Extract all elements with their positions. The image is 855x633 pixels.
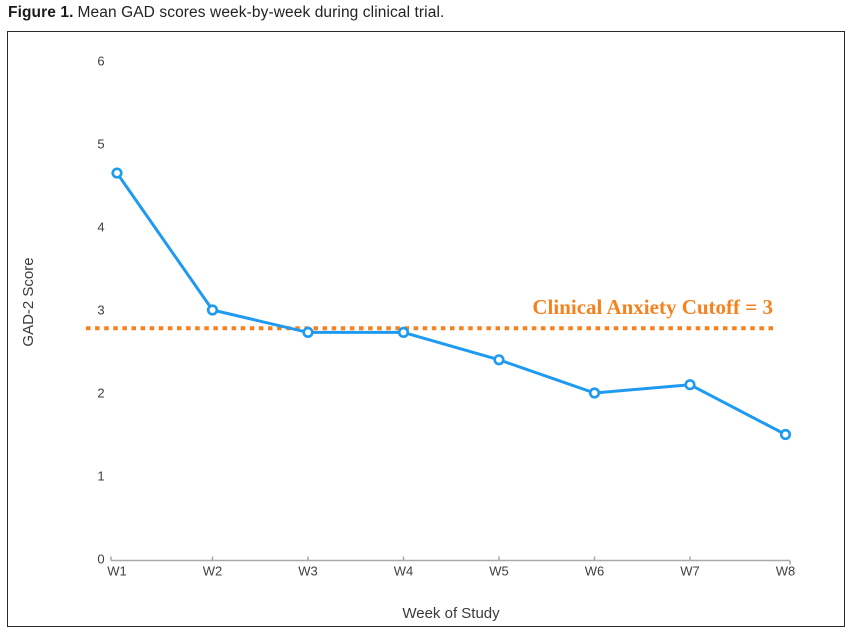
data-point-W2: [206, 304, 219, 316]
x-tick-label-W8: W8: [776, 564, 796, 579]
chart-container: 0 1 2 3 4 5 6 W1 W2 W3 W4 W5 W6 W7 W8 GAD-2 Score Week o…: [7, 31, 845, 627]
cutoff-label: Clinical Anxiety Cutoff = 3: [532, 295, 773, 319]
data-point-W5: [493, 354, 505, 366]
y-tick-label-5: 5: [97, 137, 104, 152]
x-axis-title: Week of Study: [402, 605, 500, 622]
data-point-W8: [779, 428, 792, 441]
figure-caption-label: Figure 1.: [8, 4, 74, 21]
gad-line-chart: 0 1 2 3 4 5 6 W1 W2 W3 W4 W5 W6 W7 W8 GAD-2 Score Week o…: [20, 54, 796, 623]
y-tick-label-1: 1: [97, 469, 104, 484]
data-point-W1: [111, 167, 123, 179]
x-tick-label-W1: W1: [107, 564, 127, 579]
figure-caption-text: Mean GAD scores week-by-week during clin…: [77, 4, 445, 21]
y-tick-label-2: 2: [97, 386, 104, 401]
x-tick-label-W7: W7: [680, 564, 700, 579]
y-tick-label-0: 0: [97, 552, 104, 567]
data-point-W4: [397, 326, 410, 339]
x-tick-label-W6: W6: [585, 564, 605, 579]
data-point-W6: [588, 387, 601, 399]
y-tick-label-4: 4: [97, 220, 104, 235]
x-tick-label-W5: W5: [489, 564, 509, 579]
data-point-W7: [684, 379, 696, 391]
x-tick-label-W4: W4: [394, 564, 414, 579]
y-axis-title: GAD-2 Score: [20, 257, 37, 346]
y-tick-label-3: 3: [97, 303, 104, 318]
x-tick-label-W3: W3: [298, 564, 318, 579]
data-point-W3: [302, 326, 314, 339]
figure-caption: Figure 1. Mean GAD scores week-by-week du…: [8, 4, 444, 22]
x-tick-label-W2: W2: [203, 564, 223, 579]
y-tick-label-6: 6: [97, 54, 104, 69]
gad-score-line: [115, 171, 787, 436]
